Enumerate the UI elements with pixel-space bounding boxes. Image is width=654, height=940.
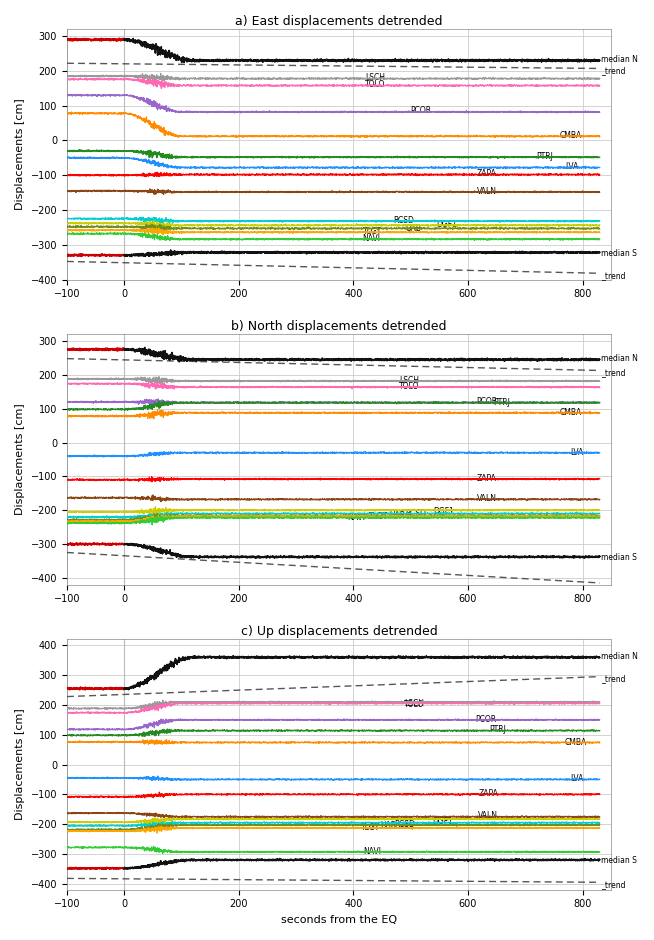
Text: _trend: _trend — [602, 368, 626, 377]
Text: _trend: _trend — [602, 272, 626, 280]
Text: median S: median S — [602, 856, 638, 865]
Title: c) Up displacements detrended: c) Up displacements detrended — [241, 625, 438, 638]
Text: VALN: VALN — [477, 494, 496, 503]
Text: PTRJ: PTRJ — [490, 725, 507, 734]
Text: RCSD: RCSD — [394, 216, 415, 225]
Text: _trend: _trend — [602, 67, 626, 75]
Text: LVA: LVA — [570, 775, 583, 783]
Text: _trend: _trend — [602, 880, 626, 889]
Title: a) East displacements detrended: a) East displacements detrended — [235, 15, 443, 28]
Text: CMBA: CMBA — [564, 738, 587, 747]
Text: LVA: LVA — [570, 447, 583, 457]
Text: CMBA: CMBA — [560, 408, 582, 417]
Text: PCOR: PCOR — [477, 398, 498, 406]
Text: LSCH: LSCH — [365, 73, 385, 82]
Text: _trend: _trend — [602, 674, 626, 683]
Text: TLGT: TLGT — [361, 823, 380, 832]
Text: median N: median N — [602, 652, 638, 661]
Text: PCOR: PCOR — [411, 106, 432, 116]
Y-axis label: Displacements [cm]: Displacements [cm] — [15, 99, 25, 211]
Text: UAB: UAB — [405, 224, 421, 232]
Y-axis label: Displacements [cm]: Displacements [cm] — [15, 709, 25, 821]
X-axis label: seconds from the EQ: seconds from the EQ — [281, 915, 397, 925]
Text: ZAPA: ZAPA — [478, 790, 498, 798]
Text: NAVI: NAVI — [364, 847, 382, 856]
Text: LVA: LVA — [565, 163, 579, 171]
Text: NAVI: NAVI — [348, 513, 366, 522]
Text: RCSD: RCSD — [394, 820, 415, 829]
Text: NAVI: NAVI — [362, 234, 381, 243]
Text: TOLO: TOLO — [404, 700, 424, 710]
Text: TLGT: TLGT — [370, 511, 388, 521]
Text: RCSD: RCSD — [405, 509, 426, 519]
Text: median N: median N — [602, 55, 638, 64]
Text: VALN: VALN — [478, 811, 498, 821]
Text: median S: median S — [602, 553, 638, 562]
Text: DGF1: DGF1 — [436, 221, 457, 229]
Text: _trend: _trend — [0, 939, 1, 940]
Text: PTRJ: PTRJ — [494, 399, 511, 407]
Text: UAB: UAB — [381, 822, 397, 830]
Text: TOLO: TOLO — [365, 80, 385, 89]
Text: VALN: VALN — [477, 187, 496, 196]
Text: median N: median N — [602, 354, 638, 364]
Y-axis label: Displacements [cm]: Displacements [cm] — [15, 403, 25, 515]
Text: LSCH: LSCH — [404, 699, 424, 708]
Text: DGF1: DGF1 — [432, 817, 453, 826]
Text: ZAPA: ZAPA — [477, 169, 496, 179]
Text: LSCH: LSCH — [399, 376, 419, 385]
Text: TLGT: TLGT — [362, 227, 382, 236]
Text: PCOR: PCOR — [475, 714, 496, 724]
Text: DGF1: DGF1 — [434, 508, 455, 516]
Text: TOLO: TOLO — [399, 383, 420, 391]
Text: PTRJ: PTRJ — [537, 152, 553, 161]
Text: UAB: UAB — [389, 510, 405, 520]
Title: b) North displacements detrended: b) North displacements detrended — [232, 321, 447, 333]
Text: ZAPA: ZAPA — [477, 474, 496, 483]
Text: median S: median S — [602, 248, 638, 258]
Text: CMBA: CMBA — [560, 131, 582, 140]
